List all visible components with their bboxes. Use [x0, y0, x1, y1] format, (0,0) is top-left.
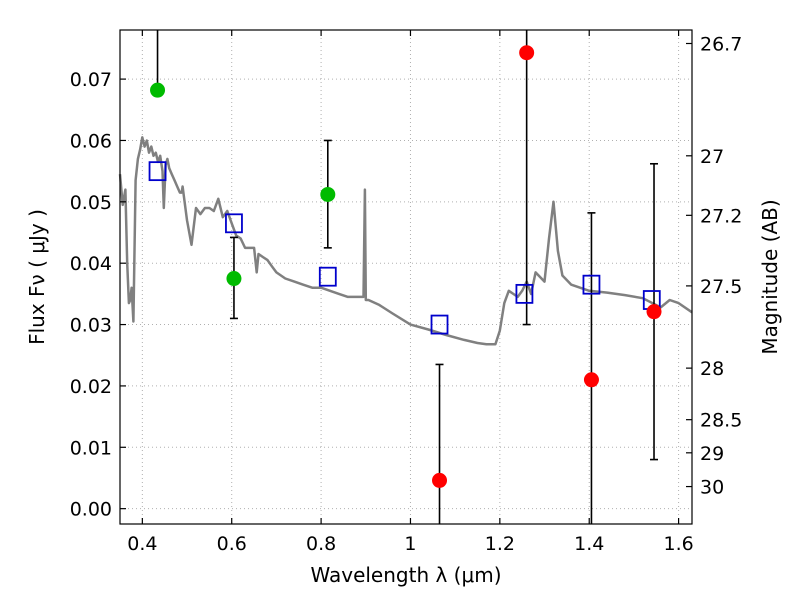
- model-point: [318, 266, 337, 287]
- y-tick-label: 0.06: [70, 130, 112, 152]
- y-tick-label: 0.03: [70, 315, 112, 337]
- y-tick-label: 0.05: [70, 192, 112, 214]
- detected-point: [150, 82, 166, 98]
- model-point: [148, 161, 167, 182]
- ticks: 0.4 0.6 0.8 1 1.2 1.4 1.6 0.00 0.01 0.02 0.03 0.04 0…: [70, 30, 742, 555]
- nondetected-point: [646, 304, 662, 320]
- markers: [148, 45, 662, 488]
- model-point: [582, 274, 601, 295]
- x-tick-label: 1.2: [485, 533, 515, 555]
- detected-point: [226, 271, 242, 287]
- spectrum-line: [118, 136, 693, 346]
- y-right-tick-label: 30: [700, 477, 724, 499]
- y-right-tick-label: 26.7: [700, 34, 742, 56]
- y-right-tick-label: 29: [700, 443, 724, 465]
- y-right-tick-label: 27.2: [700, 205, 742, 227]
- nondetected-point: [583, 372, 599, 388]
- x-tick-label: 0.4: [127, 533, 157, 555]
- model-point: [430, 314, 449, 335]
- y-right-tick-label: 28: [700, 358, 724, 380]
- nondetected-point: [432, 472, 448, 488]
- spectrum-layer: [118, 136, 693, 346]
- y-tick-label: 0.01: [70, 437, 112, 459]
- x-tick-label: 1.4: [574, 533, 604, 555]
- plot-frame: [119, 29, 693, 525]
- nondetected-point: [519, 45, 535, 61]
- x-tick-label: 0.8: [306, 533, 336, 555]
- y-right-tick-label: 27.5: [700, 276, 742, 298]
- y-right-tick-label: 28.5: [700, 410, 742, 432]
- y-right-tick-label: 27: [700, 146, 724, 168]
- x-tick-label: 1.6: [663, 533, 693, 555]
- y-tick-label: 0.04: [70, 253, 112, 275]
- grid: [120, 30, 692, 524]
- y-axis-right-label: Magnitude (AB): [758, 199, 782, 354]
- y-axis-label: Flux Fν ( μJy ): [25, 209, 49, 345]
- y-tick-label: 0.00: [70, 499, 112, 521]
- x-axis-label: Wavelength λ (μm): [310, 563, 501, 587]
- y-tick-label: 0.02: [70, 376, 112, 398]
- model-point: [515, 283, 534, 304]
- detected-point: [320, 186, 336, 202]
- y-tick-label: 0.07: [70, 69, 112, 91]
- model-point: [225, 213, 243, 234]
- x-tick-label: 0.6: [217, 533, 247, 555]
- x-tick-label: 1: [404, 533, 416, 555]
